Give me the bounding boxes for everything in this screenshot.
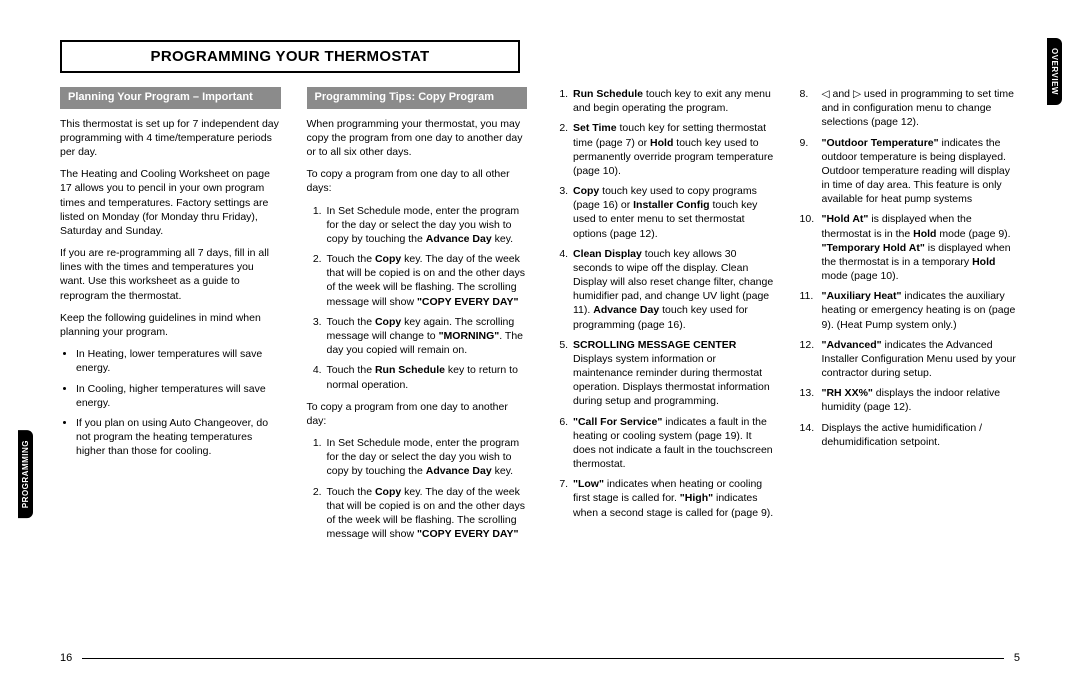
manual-page: PROGRAMMING OVERVIEW PROGRAMMING YOUR TH… bbox=[0, 0, 1080, 692]
main-title: PROGRAMMING YOUR THERMOSTAT bbox=[74, 48, 506, 65]
ordered-list: In Set Schedule mode, enter the program … bbox=[307, 204, 528, 392]
para: To copy a program from one day to all ot… bbox=[307, 167, 528, 195]
list-item: Touch the Copy key. The day of the week … bbox=[325, 252, 528, 309]
para: When programming your thermostat, you ma… bbox=[307, 117, 528, 160]
ordered-list: In Set Schedule mode, enter the program … bbox=[307, 436, 528, 541]
ordered-list: ◁ and ▷ used in programming to set time … bbox=[800, 87, 1021, 449]
list-item: Touch the Run Schedule key to return to … bbox=[325, 363, 528, 391]
column-4: ◁ and ▷ used in programming to set time … bbox=[800, 87, 1021, 549]
para: The Heating and Cooling Worksheet on pag… bbox=[60, 167, 281, 238]
side-tab-overview: OVERVIEW bbox=[1047, 38, 1062, 105]
side-tab-programming: PROGRAMMING bbox=[18, 430, 33, 518]
list-item: "Auxiliary Heat" indicates the auxiliary… bbox=[800, 289, 1021, 332]
list-item: In Heating, lower temperatures will save… bbox=[76, 347, 281, 375]
column-3: Run Schedule touch key to exit any menu … bbox=[553, 87, 774, 549]
triangle-right-icon: ▷ bbox=[853, 88, 861, 100]
list-item: SCROLLING MESSAGE CENTER Displays system… bbox=[571, 338, 774, 409]
list-item: Touch the Copy key. The day of the week … bbox=[325, 485, 528, 542]
column-1: Planning Your Program – Important This t… bbox=[60, 87, 281, 549]
list-item: In Set Schedule mode, enter the program … bbox=[325, 436, 528, 479]
list-item: Displays the active humidification / deh… bbox=[800, 421, 1021, 449]
page-number-right: 5 bbox=[1014, 652, 1020, 664]
triangle-left-icon: ◁ bbox=[822, 88, 830, 100]
ordered-list: Run Schedule touch key to exit any menu … bbox=[553, 87, 774, 520]
page-number-left: 16 bbox=[60, 652, 72, 664]
list-item: "Call For Service" indicates a fault in … bbox=[571, 415, 774, 472]
list-item: Touch the Copy key again. The scrolling … bbox=[325, 315, 528, 358]
bullet-list: In Heating, lower temperatures will save… bbox=[60, 347, 281, 458]
footer-rule bbox=[82, 658, 1004, 659]
list-item: "Outdoor Temperature" indicates the outd… bbox=[800, 136, 1021, 207]
list-item: "Low" indicates when heating or cooling … bbox=[571, 477, 774, 520]
list-item: Copy touch key used to copy programs (pa… bbox=[571, 184, 774, 241]
footer: 16 5 bbox=[60, 652, 1020, 664]
main-title-box: PROGRAMMING YOUR THERMOSTAT bbox=[60, 40, 520, 73]
list-item: Run Schedule touch key to exit any menu … bbox=[571, 87, 774, 115]
list-item: Clean Display touch key allows 30 second… bbox=[571, 247, 774, 332]
list-item: In Set Schedule mode, enter the program … bbox=[325, 204, 528, 247]
subhead-tips: Programming Tips: Copy Program bbox=[307, 87, 528, 109]
list-item: Set Time touch key for setting thermosta… bbox=[571, 121, 774, 178]
column-2: Programming Tips: Copy Program When prog… bbox=[307, 87, 528, 549]
list-item: "Advanced" indicates the Advanced Instal… bbox=[800, 338, 1021, 381]
para: This thermostat is set up for 7 independ… bbox=[60, 117, 281, 160]
subhead-planning: Planning Your Program – Important bbox=[60, 87, 281, 109]
list-item: "Hold At" is displayed when the thermost… bbox=[800, 212, 1021, 283]
list-item: In Cooling, higher temperatures will sav… bbox=[76, 382, 281, 410]
para: If you are re-programming all 7 days, fi… bbox=[60, 246, 281, 303]
content-columns: Planning Your Program – Important This t… bbox=[60, 87, 1020, 549]
para: Keep the following guidelines in mind wh… bbox=[60, 311, 281, 339]
list-item: ◁ and ▷ used in programming to set time … bbox=[800, 87, 1021, 130]
list-item: "RH XX%" displays the indoor relative hu… bbox=[800, 386, 1021, 414]
para: To copy a program from one day to anothe… bbox=[307, 400, 528, 428]
list-item: If you plan on using Auto Changeover, do… bbox=[76, 416, 281, 459]
